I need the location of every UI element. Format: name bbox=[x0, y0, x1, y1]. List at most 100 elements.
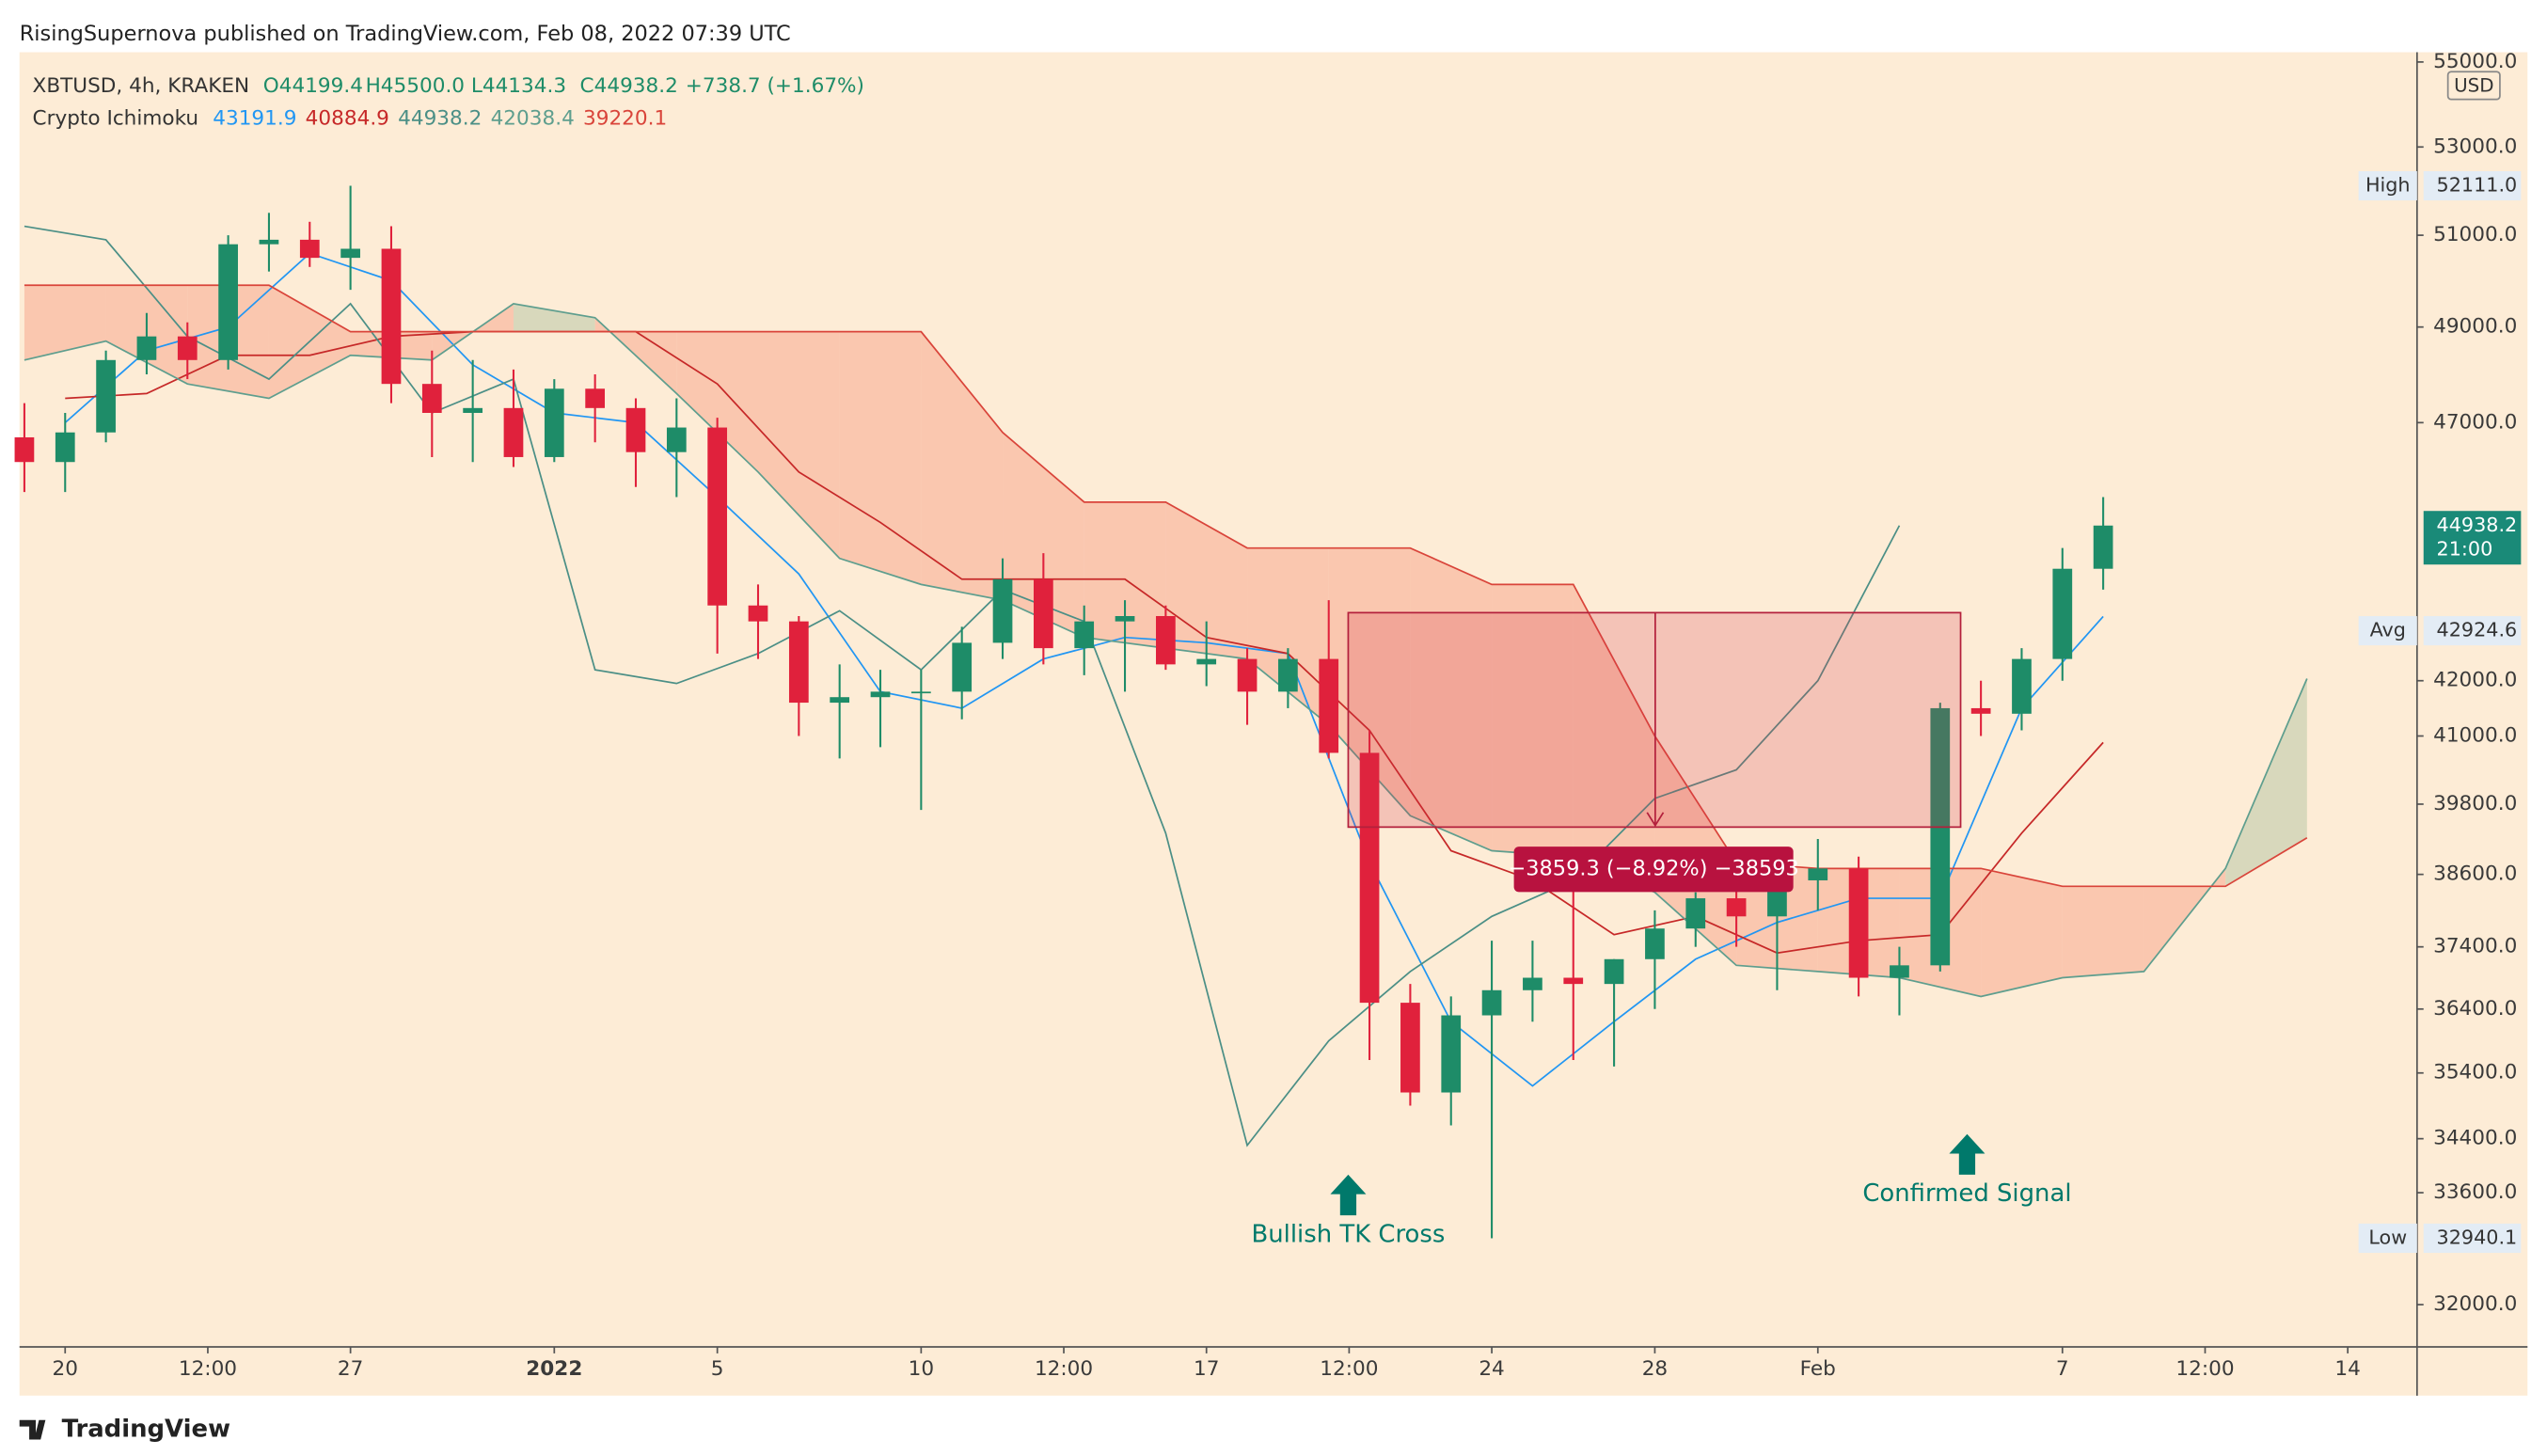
ohlc-high: H45500.0 bbox=[366, 74, 465, 98]
x-tick-label: 24 bbox=[1479, 1357, 1504, 1381]
indicator-value: 43191.9 bbox=[213, 106, 296, 130]
candle-body bbox=[340, 248, 360, 259]
indicator-line bbox=[65, 330, 2104, 955]
candle-body bbox=[788, 621, 809, 704]
y-tick-label: 33600.0 bbox=[2433, 1180, 2517, 1204]
x-tick-label: 7 bbox=[2056, 1357, 2069, 1381]
x-tick-label: 12:00 bbox=[1035, 1357, 1093, 1381]
y-tick-label: 51000.0 bbox=[2433, 223, 2517, 246]
cloud-segment bbox=[839, 331, 922, 585]
candle-body bbox=[96, 359, 116, 433]
candle-body bbox=[177, 336, 198, 360]
x-tick-label: 17 bbox=[1194, 1357, 1219, 1381]
x-tick-label: 27 bbox=[338, 1357, 363, 1381]
cloud-segment bbox=[1981, 868, 2063, 997]
price-tag-box bbox=[2423, 616, 2522, 646]
y-tick-label: 36400.0 bbox=[2433, 997, 2517, 1021]
price-tag-value: 52111.0 bbox=[2437, 174, 2518, 197]
candle-body bbox=[136, 336, 157, 360]
indicator-legend: 43191.9 40884.9 44938.2 42038.4 39220.1 bbox=[213, 106, 667, 130]
candle-body bbox=[1359, 752, 1380, 1004]
price-tag-box bbox=[2423, 170, 2522, 201]
indicator-line bbox=[24, 284, 2308, 888]
cloud-segment bbox=[2062, 886, 2144, 978]
y-tick-label: 47000.0 bbox=[2433, 410, 2517, 434]
y-tick-label: 34400.0 bbox=[2433, 1127, 2517, 1150]
candle-body bbox=[259, 239, 279, 245]
candle-body bbox=[830, 697, 850, 704]
candle-body bbox=[1196, 658, 1217, 665]
brand-logo bbox=[19, 1419, 46, 1440]
x-tick-label: 5 bbox=[711, 1357, 724, 1381]
indicator-name: Crypto Ichimoku bbox=[33, 106, 199, 130]
y-tick-label: 32000.0 bbox=[2433, 1292, 2517, 1316]
last-price-box bbox=[2423, 511, 2522, 565]
candle-body bbox=[1645, 928, 1665, 959]
cloud-segment bbox=[1003, 432, 1084, 638]
x-tick-label: 10 bbox=[909, 1357, 934, 1381]
measure-tool: −3859.3 (−8.92%) −38593 bbox=[1347, 611, 1962, 893]
y-tick-label: 37400.0 bbox=[2433, 935, 2517, 958]
y-tick-label: 49000.0 bbox=[2433, 315, 2517, 339]
x-tick-label: 28 bbox=[1642, 1357, 1668, 1381]
cloud-segment bbox=[921, 331, 1004, 601]
x-tick-label: 12:00 bbox=[2175, 1357, 2234, 1381]
candle-body bbox=[218, 244, 238, 360]
candle-body bbox=[1237, 658, 1258, 692]
candle-body bbox=[2012, 658, 2032, 714]
candle-body bbox=[992, 578, 1013, 643]
candle-body bbox=[1930, 707, 1951, 966]
candle-body bbox=[1115, 616, 1135, 622]
symbol: XBTUSD, 4h, KRAKEN bbox=[33, 74, 250, 98]
candle-body bbox=[1156, 616, 1176, 665]
y-tick-label: 41000.0 bbox=[2433, 724, 2517, 748]
candle-body bbox=[463, 407, 483, 413]
y-tick-label: 55000.0 bbox=[2433, 50, 2517, 73]
cloud-segment bbox=[1410, 547, 1493, 851]
cloud-segment bbox=[1328, 547, 1411, 816]
ohlc-change: +738.7 (+1.67%) bbox=[686, 74, 864, 98]
price-tag-name-box bbox=[2358, 170, 2417, 201]
indicator-value: 42038.4 bbox=[491, 106, 575, 130]
candle-body bbox=[1074, 621, 1095, 649]
candle-body bbox=[1970, 707, 1991, 714]
candle-body bbox=[1890, 965, 1909, 978]
candle-body bbox=[2052, 568, 2073, 659]
price-tag-value: 32940.1 bbox=[2437, 1226, 2518, 1248]
indicator-value: 39220.1 bbox=[583, 106, 667, 130]
y-tick-label: 39800.0 bbox=[2433, 792, 2517, 815]
ohlc-close: C44938.2 bbox=[580, 74, 678, 98]
candle-body bbox=[707, 427, 728, 606]
annotation-arrow bbox=[1949, 1133, 1985, 1175]
price-tag-name: Low bbox=[2368, 1226, 2407, 1248]
candle-body bbox=[299, 239, 320, 259]
annotation: Bullish TK Cross bbox=[1252, 1220, 1446, 1248]
candle-body bbox=[381, 248, 402, 385]
x-tick-label: 14 bbox=[2334, 1357, 2360, 1381]
brand: TradingView bbox=[62, 1416, 230, 1444]
candle-body bbox=[910, 691, 931, 694]
candle-body bbox=[666, 427, 687, 452]
x-tick-label: 12:00 bbox=[179, 1357, 237, 1381]
cloud-segment bbox=[513, 303, 595, 332]
cloud-segment bbox=[2225, 678, 2307, 887]
ohlc-low: L44134.3 bbox=[471, 74, 566, 98]
last-price: 44938.2 bbox=[2437, 514, 2518, 536]
indicator-value: 40884.9 bbox=[306, 106, 389, 130]
candle-body bbox=[748, 605, 768, 622]
x-tick-label: 2022 bbox=[526, 1357, 582, 1381]
measure-label-box bbox=[1513, 847, 1794, 893]
cloud-segment bbox=[1165, 501, 1248, 659]
cloud-segment bbox=[1247, 547, 1329, 725]
x-tick-label: 12:00 bbox=[1320, 1357, 1378, 1381]
candle-body bbox=[1441, 1015, 1462, 1093]
candle-body bbox=[1481, 989, 1502, 1016]
cloud-segment bbox=[758, 331, 840, 559]
annotations: Bullish TK Cross Confirmed Signal bbox=[1252, 1133, 2072, 1248]
price-tag-name-box bbox=[2358, 1223, 2417, 1253]
candle-body bbox=[1034, 578, 1053, 649]
indicator-value: 44938.2 bbox=[398, 106, 482, 130]
candle-body bbox=[952, 642, 973, 692]
candle-body bbox=[1848, 868, 1869, 978]
